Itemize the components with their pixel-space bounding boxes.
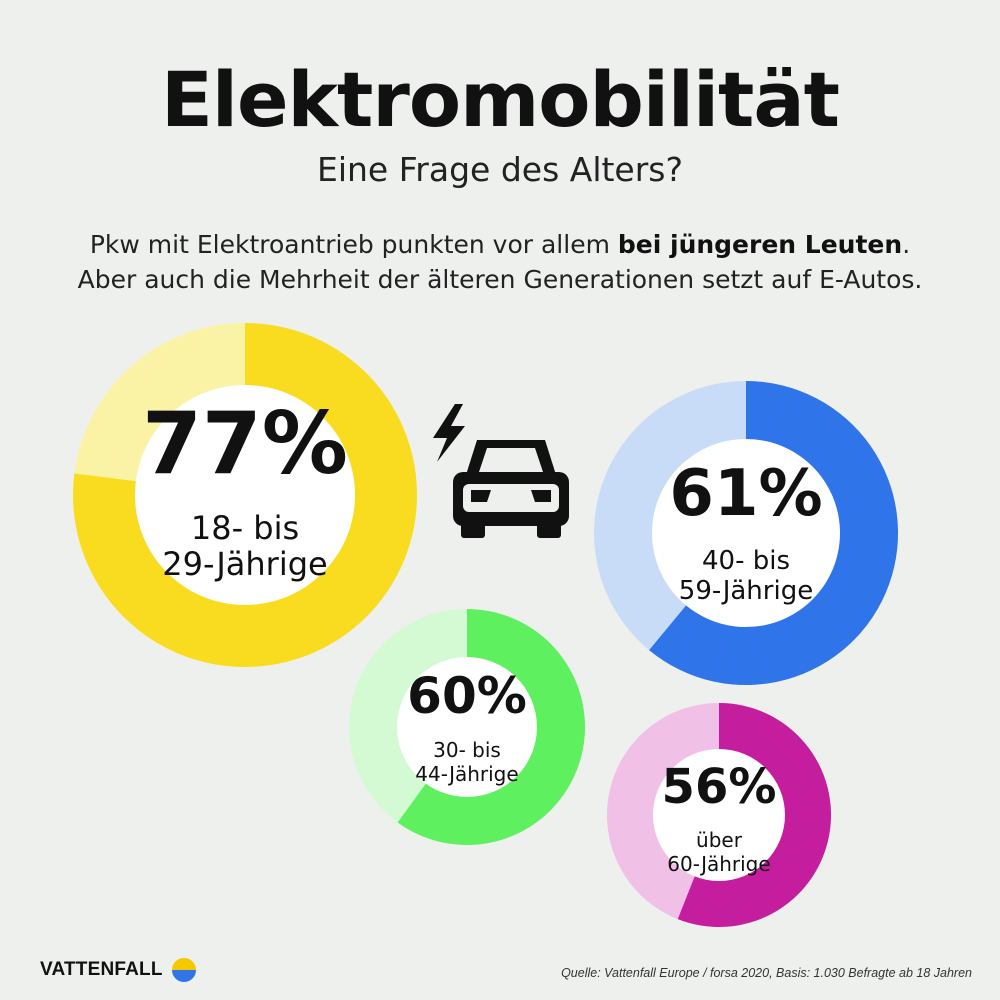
vattenfall-logo-icon [171,958,196,982]
vattenfall-logo: VATTENFALL [40,957,197,983]
donut-hole [135,385,355,605]
page-subtitle: Eine Frage des Alters? [316,150,684,189]
intro-text: Pkw mit Elektroantrieb punkten vor allem… [0,228,1000,297]
brand-name: VATTENFALL [40,959,163,980]
intro-text-line2: Aber auch die Mehrheit der älteren Gener… [77,264,923,294]
donut-percent-label: 61% [669,457,822,531]
intro-text-part2: . [902,230,911,259]
donut-percent-label: 77% [142,394,348,494]
intro-text-part1: Pkw mit Elektroantrieb punkten vor allem [89,230,618,259]
donut-group-label: 59-Jährige [679,576,813,606]
page-title: Elektromobilität [161,55,840,144]
electric-car-icon [433,404,569,538]
donut-hole [653,749,785,881]
donut-hole [397,657,537,797]
source-note: Quelle: Vattenfall Europe / forsa 2020, … [561,966,972,980]
donut-group-label: über [696,828,743,852]
donut-group-label: 30- bis [433,738,501,762]
donut-percent-label: 60% [407,667,527,725]
donut-group-label: 60-Jährige [667,852,770,876]
donut-group-label: 44-Jährige [415,762,518,786]
donut-group-label: 40- bis [702,546,790,576]
donut-group-label: 29-Jährige [162,545,327,583]
donut-group-label: 18- bis [191,509,299,547]
donut-percent-label: 56% [662,759,777,815]
donut-hole [652,439,840,627]
intro-text-bold: bei jüngeren Leuten [617,230,903,259]
